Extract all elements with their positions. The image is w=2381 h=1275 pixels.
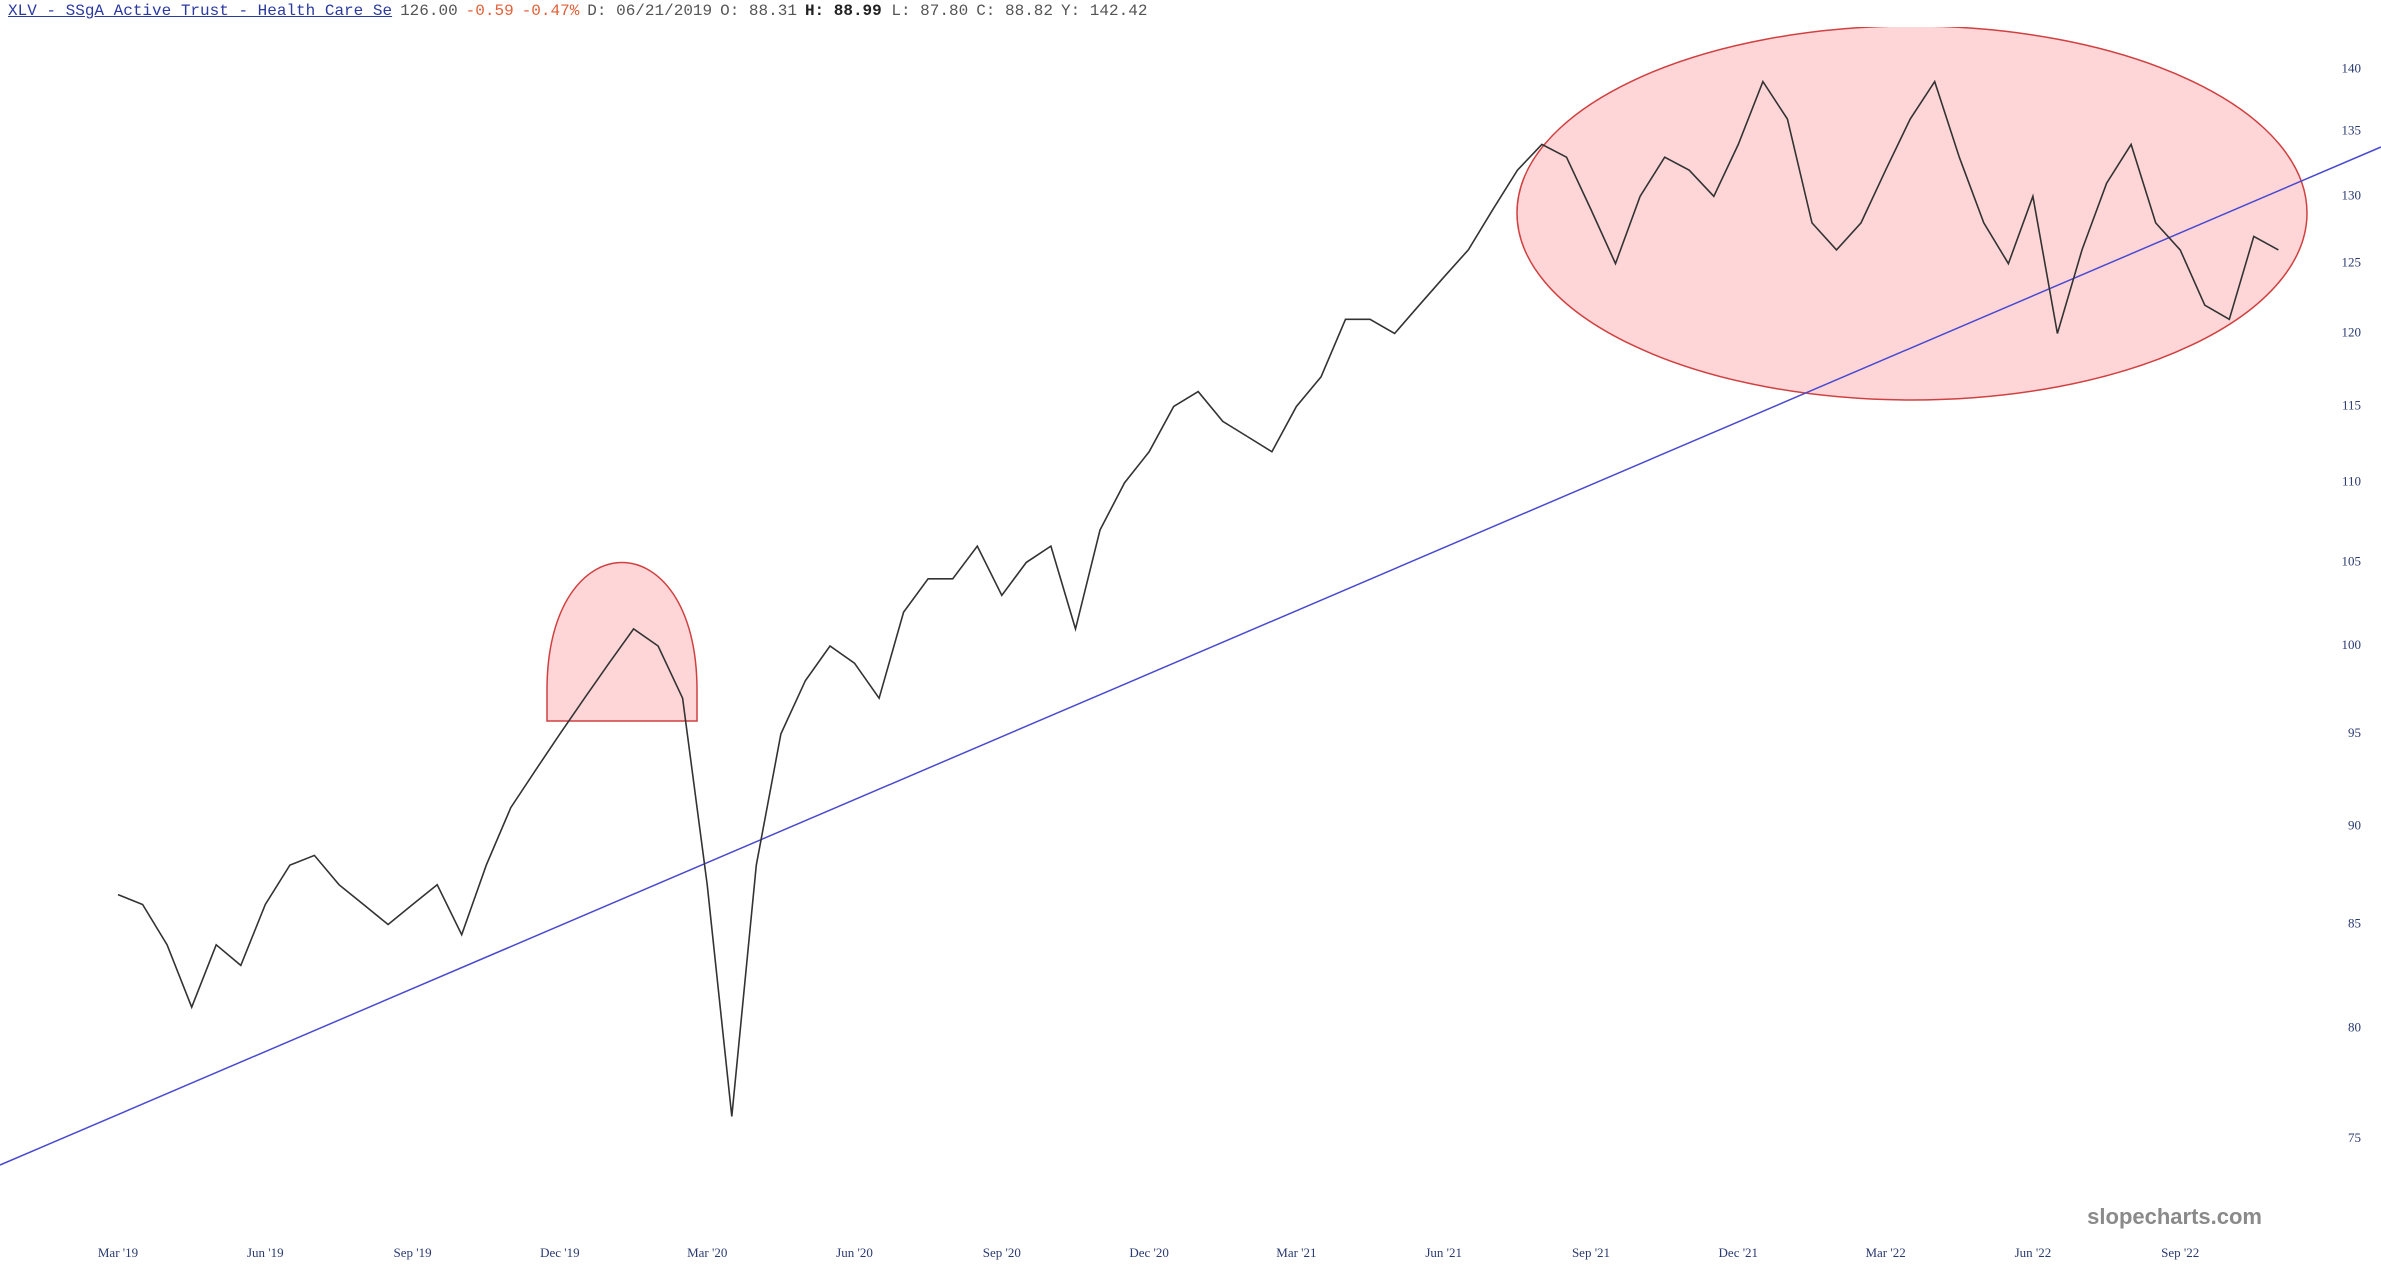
low: L: 87.80: [891, 2, 969, 20]
y-tick-label: 135: [2342, 123, 2362, 138]
x-tick-label: Jun '19: [247, 1245, 284, 1260]
y-tick-label: 75: [2348, 1130, 2361, 1145]
price-line: [117, 79, 2279, 1117]
y-tick-label: 80: [2348, 1019, 2361, 1034]
x-tick-label: Mar '20: [687, 1245, 727, 1260]
close: C: 88.82: [976, 2, 1053, 20]
y-tick-label: 140: [2342, 60, 2362, 75]
header-band: [0, 0, 2381, 27]
x-tick-label: Mar '19: [98, 1245, 138, 1260]
y-tick-label: 85: [2348, 916, 2361, 931]
change: -0.59: [465, 2, 514, 20]
trend-line: [0, 146, 2381, 1166]
y-tick-label: 125: [2342, 255, 2362, 270]
last-price: 126.00: [400, 2, 458, 20]
y-tick-label: 120: [2342, 325, 2362, 340]
quote-header: XLV - SSgA Active Trust - Health Care Se…: [8, 2, 1155, 20]
x-tick-label: Sep '19: [394, 1245, 432, 1260]
x-tick-label: Jun '20: [836, 1245, 873, 1260]
high: 88.99: [833, 2, 882, 20]
y-tick-label: 110: [2342, 474, 2361, 489]
watermark: slopecharts.com: [2087, 1204, 2262, 1229]
y-tick-label: 90: [2348, 818, 2361, 833]
highlight-arch: [546, 561, 698, 722]
x-tick-label: Mar '22: [1865, 1245, 1905, 1260]
y-tick-label: 95: [2348, 725, 2361, 740]
y-tick-label: 100: [2342, 637, 2362, 652]
x-tick-label: Sep '22: [2161, 1245, 2199, 1260]
y-tick-label: 130: [2342, 187, 2362, 202]
x-tick-label: Dec '21: [1719, 1245, 1759, 1260]
y-tick-label: 115: [2342, 397, 2361, 412]
x-tick-label: Dec '20: [1129, 1245, 1169, 1260]
x-tick-label: Dec '19: [540, 1245, 580, 1260]
year-high: Y: 142.42: [1061, 2, 1148, 20]
change-pct: -0.47%: [521, 2, 580, 20]
x-tick-label: Jun '21: [1425, 1245, 1462, 1260]
x-tick-label: Mar '21: [1276, 1245, 1316, 1260]
x-tick-label: Sep '20: [983, 1245, 1021, 1260]
y-tick-label: 105: [2342, 553, 2362, 568]
high-label: H:: [804, 2, 825, 20]
x-tick-label: Sep '21: [1572, 1245, 1610, 1260]
x-tick-label: Jun '22: [2015, 1245, 2052, 1260]
symbol-link[interactable]: XLV - SSgA Active Trust - Health Care Se: [8, 2, 393, 20]
date: D: 06/21/2019: [587, 2, 713, 20]
highlight-ellipse: [1516, 25, 2308, 401]
open: O: 88.31: [720, 2, 797, 20]
